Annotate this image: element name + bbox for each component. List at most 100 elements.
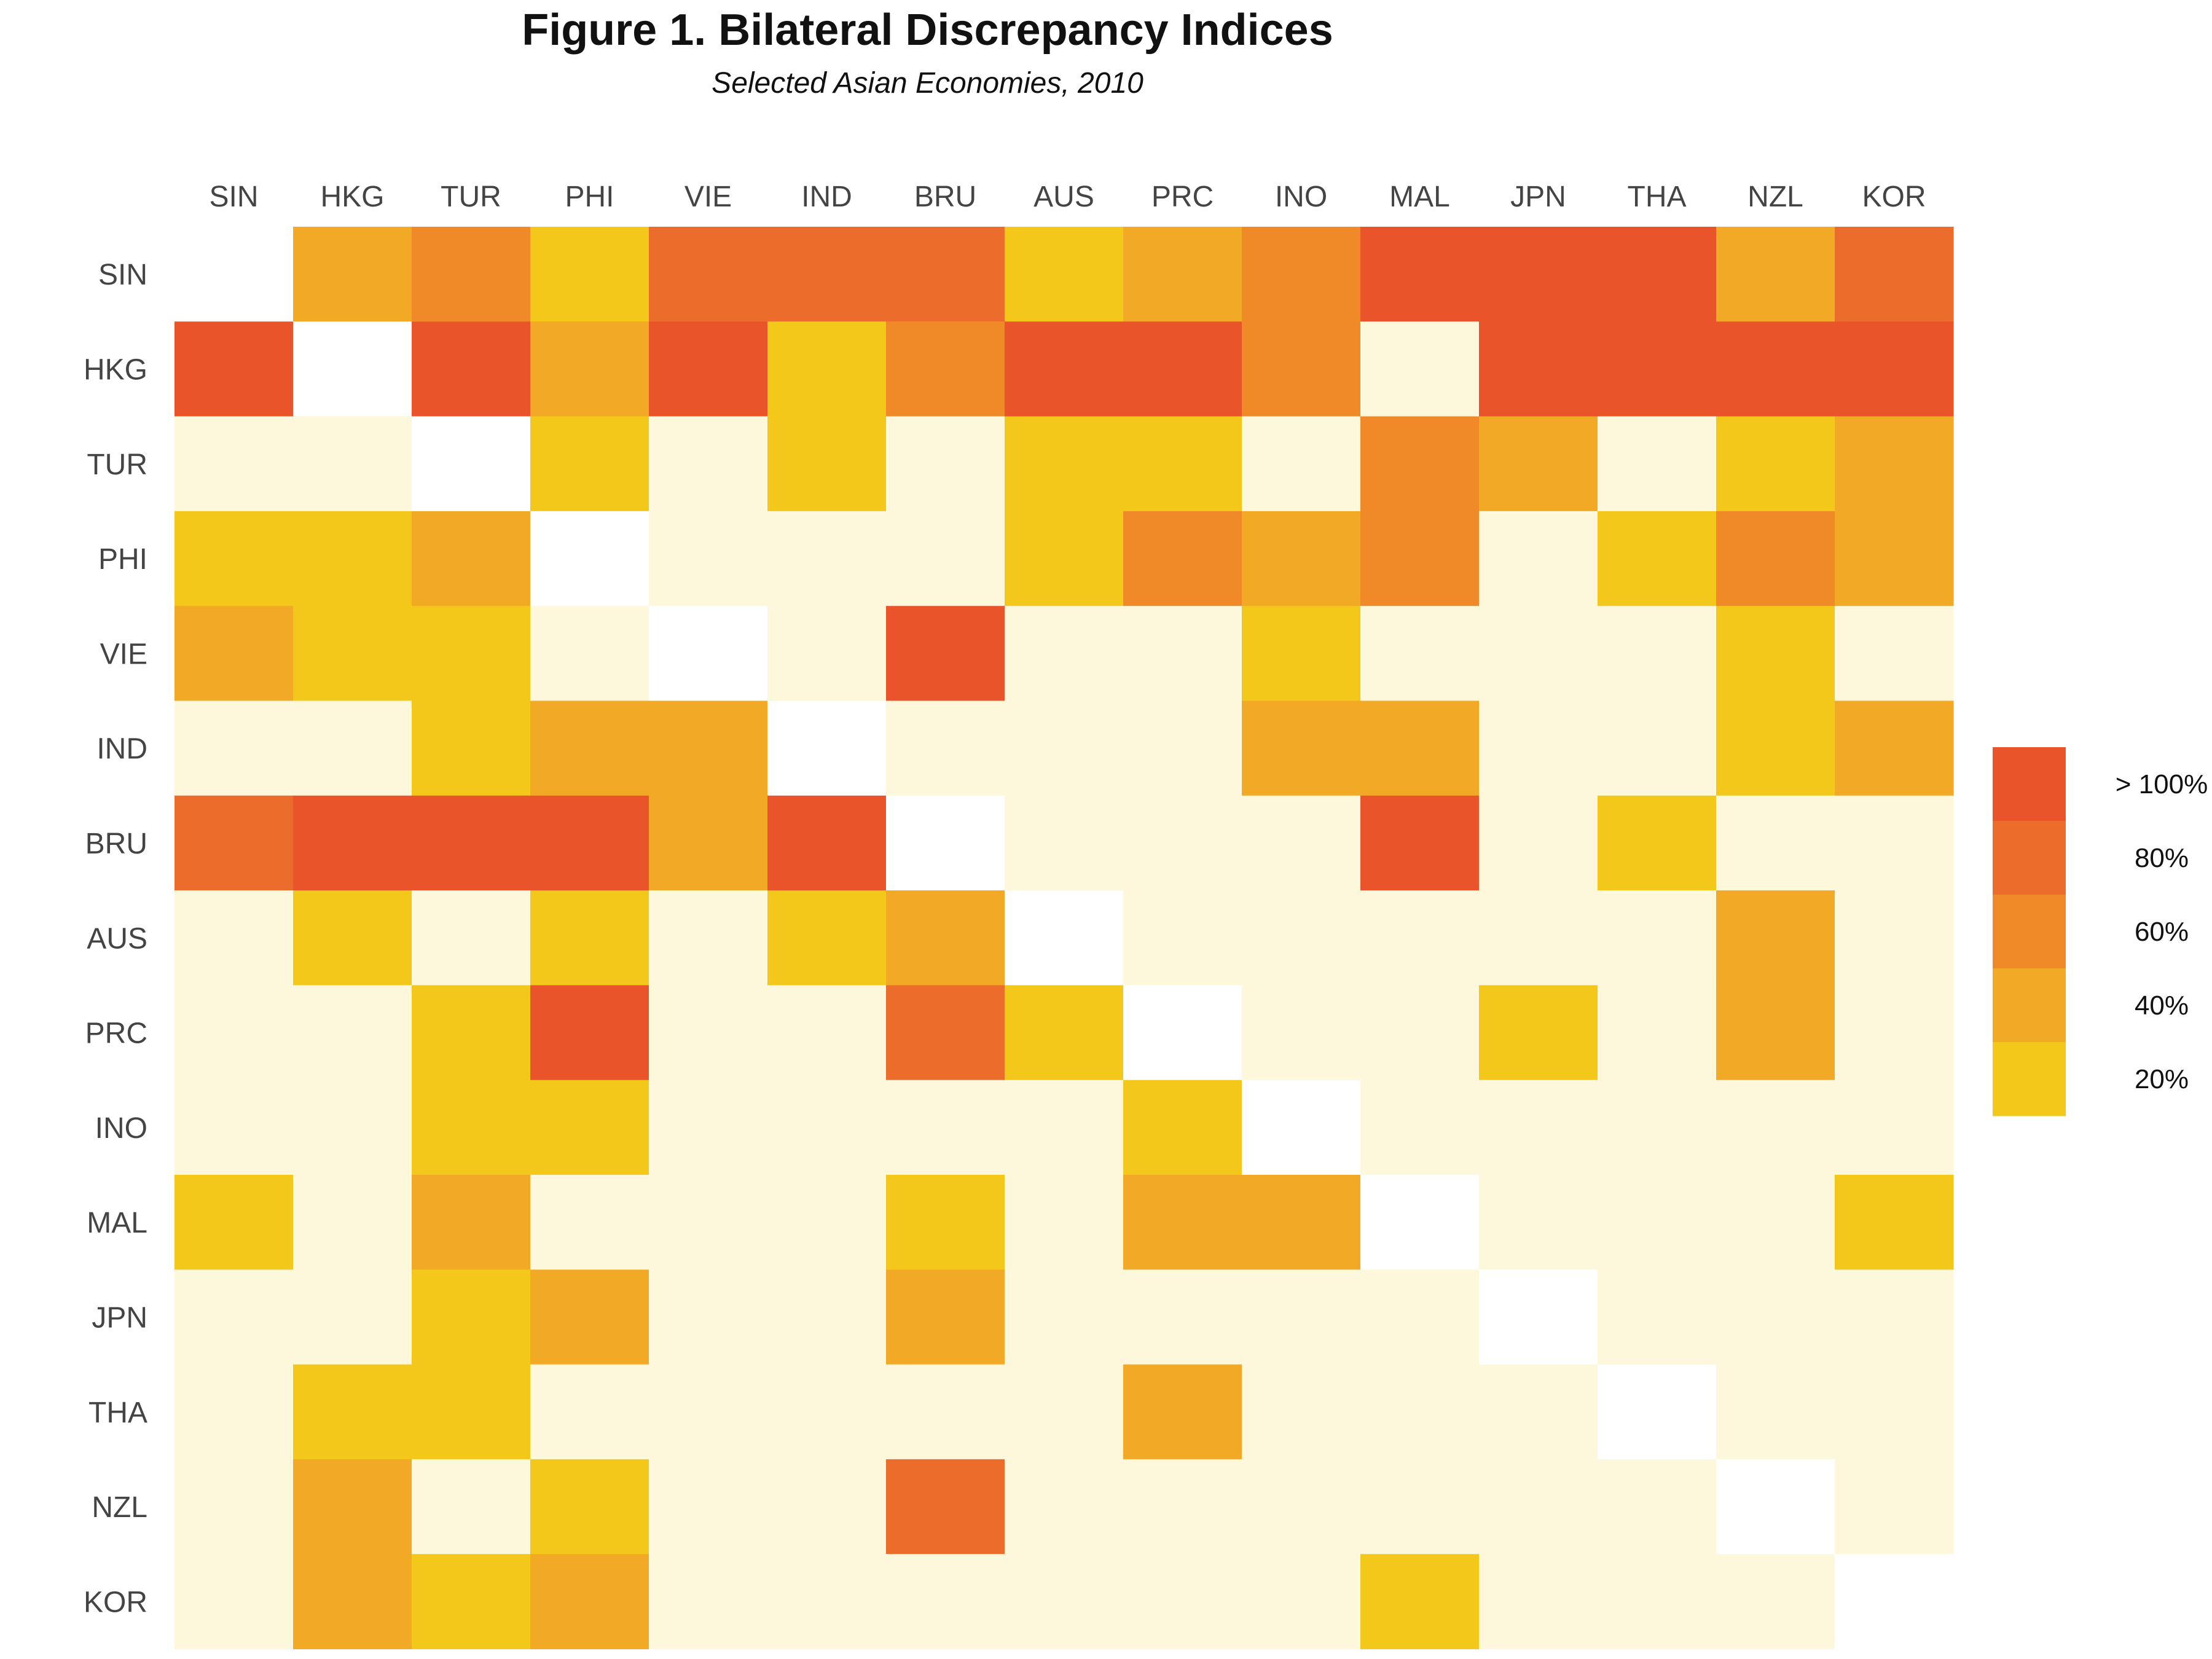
heatmap-cell-phi-prc bbox=[1123, 511, 1242, 606]
heatmap-cell-sin-vie bbox=[649, 227, 768, 322]
y-tick-label-prc: PRC bbox=[85, 1018, 147, 1050]
heatmap-cell-mal-ino bbox=[1242, 1175, 1361, 1270]
x-tick-label-ind: IND bbox=[801, 181, 852, 213]
heatmap-cell-vie-jpn bbox=[1479, 606, 1598, 701]
heatmap-cell-ind-ind bbox=[767, 701, 887, 796]
legend-label-3: 60% bbox=[2135, 917, 2189, 947]
y-tick-label-vie: VIE bbox=[100, 638, 147, 670]
heatmap-cell-tha-aus bbox=[1005, 1365, 1124, 1460]
heatmap-cell-phi-phi bbox=[530, 511, 649, 606]
y-tick-label-ino: INO bbox=[95, 1112, 147, 1145]
heatmap-cell-kor-kor bbox=[1835, 1554, 1954, 1649]
heatmap-cell-jpn-bru bbox=[886, 1269, 1005, 1365]
heatmap-cell-mal-tha bbox=[1598, 1175, 1717, 1270]
heatmap-cell-sin-bru bbox=[886, 227, 1005, 322]
heatmap-cell-ind-tha bbox=[1598, 701, 1717, 796]
heatmap-cell-nzl-tur bbox=[412, 1459, 531, 1555]
heatmap-cell-kor-tha bbox=[1598, 1554, 1717, 1649]
heatmap-cell-aus-hkg bbox=[293, 890, 412, 986]
heatmap-cell-tur-tha bbox=[1598, 417, 1717, 512]
x-tick-label-phi: PHI bbox=[565, 181, 614, 213]
heatmap-cell-tha-tur bbox=[412, 1365, 531, 1460]
legend-label-2: 80% bbox=[2135, 843, 2189, 873]
heatmap-cell-tha-kor bbox=[1835, 1365, 1954, 1460]
heatmap-cell-vie-hkg bbox=[293, 606, 412, 701]
x-tick-label-vie: VIE bbox=[684, 181, 732, 213]
heatmap-cell-prc-tur bbox=[412, 985, 531, 1080]
heatmap-cell-ino-kor bbox=[1835, 1080, 1954, 1175]
heatmap-cell-sin-mal bbox=[1360, 227, 1480, 322]
heatmap-cell-mal-nzl bbox=[1716, 1175, 1835, 1270]
heatmap-cell-ino-tur bbox=[412, 1080, 531, 1175]
heatmap-cell-jpn-aus bbox=[1005, 1269, 1124, 1365]
heatmap-cells bbox=[175, 227, 1954, 1649]
heatmap-cell-tha-ind bbox=[767, 1365, 887, 1460]
heatmap-cell-sin-ind bbox=[767, 227, 887, 322]
heatmap-cell-sin-phi bbox=[530, 227, 649, 322]
x-tick-label-tha: THA bbox=[1628, 181, 1687, 213]
heatmap-cell-bru-bru bbox=[886, 796, 1005, 891]
heatmap-cell-bru-vie bbox=[649, 796, 768, 891]
heatmap-cell-bru-ind bbox=[767, 796, 887, 891]
heatmap-cell-hkg-phi bbox=[530, 321, 649, 417]
heatmap-cell-prc-prc bbox=[1123, 985, 1242, 1080]
heatmap-cell-jpn-phi bbox=[530, 1269, 649, 1365]
heatmap-cell-prc-phi bbox=[530, 985, 649, 1080]
heatmap-cell-nzl-mal bbox=[1360, 1459, 1480, 1555]
heatmap-cell-phi-nzl bbox=[1716, 511, 1835, 606]
heatmap-cell-ino-nzl bbox=[1716, 1080, 1835, 1175]
legend-label-4: 40% bbox=[2135, 990, 2189, 1021]
heatmap-cell-prc-kor bbox=[1835, 985, 1954, 1080]
heatmap-cell-ino-prc bbox=[1123, 1080, 1242, 1175]
heatmap-cell-prc-ind bbox=[767, 985, 887, 1080]
x-tick-label-hkg: HKG bbox=[320, 181, 384, 213]
heatmap-cell-ind-tur bbox=[412, 701, 531, 796]
heatmap-cell-nzl-nzl bbox=[1716, 1459, 1835, 1555]
heatmap-cell-ino-sin bbox=[175, 1080, 294, 1175]
heatmap-cell-ind-ino bbox=[1242, 701, 1361, 796]
heatmap-cell-mal-kor bbox=[1835, 1175, 1954, 1270]
heatmap-cell-phi-bru bbox=[886, 511, 1005, 606]
heatmap-cell-hkg-bru bbox=[886, 321, 1005, 417]
heatmap-cell-tha-jpn bbox=[1479, 1365, 1598, 1460]
heatmap-cell-kor-bru bbox=[886, 1554, 1005, 1649]
heatmap-cell-prc-nzl bbox=[1716, 985, 1835, 1080]
heatmap-cell-aus-vie bbox=[649, 890, 768, 986]
heatmap-cell-tur-aus bbox=[1005, 417, 1124, 512]
heatmap-cell-hkg-aus bbox=[1005, 321, 1124, 417]
heatmap-cell-tur-bru bbox=[886, 417, 1005, 512]
heatmap-cell-vie-vie bbox=[649, 606, 768, 701]
heatmap-cell-tha-vie bbox=[649, 1365, 768, 1460]
heatmap-cell-aus-tha bbox=[1598, 890, 1717, 986]
heatmap-cell-nzl-jpn bbox=[1479, 1459, 1598, 1555]
heatmap-cell-ino-aus bbox=[1005, 1080, 1124, 1175]
heatmap-cell-bru-tha bbox=[1598, 796, 1717, 891]
heatmap-cell-vie-mal bbox=[1360, 606, 1480, 701]
heatmap-cell-vie-kor bbox=[1835, 606, 1954, 701]
color-legend: > 100% 80% 60% 40% 20% bbox=[1993, 747, 2208, 1116]
heatmap-cell-prc-hkg bbox=[293, 985, 412, 1080]
heatmap-cell-hkg-ino bbox=[1242, 321, 1361, 417]
heatmap-cell-tur-vie bbox=[649, 417, 768, 512]
heatmap-cell-mal-bru bbox=[886, 1175, 1005, 1270]
heatmap-cell-phi-vie bbox=[649, 511, 768, 606]
heatmap-cell-vie-nzl bbox=[1716, 606, 1835, 701]
heatmap-cell-ino-ino bbox=[1242, 1080, 1361, 1175]
x-tick-label-tur: TUR bbox=[441, 181, 501, 213]
heatmap-cell-bru-nzl bbox=[1716, 796, 1835, 891]
heatmap-cell-jpn-vie bbox=[649, 1269, 768, 1365]
heatmap-cell-nzl-tha bbox=[1598, 1459, 1717, 1555]
heatmap-cell-nzl-aus bbox=[1005, 1459, 1124, 1555]
heatmap-cell-nzl-hkg bbox=[293, 1459, 412, 1555]
heatmap-cell-aus-mal bbox=[1360, 890, 1480, 986]
heatmap-cell-tur-hkg bbox=[293, 417, 412, 512]
heatmap-cell-ino-tha bbox=[1598, 1080, 1717, 1175]
heatmap-cell-mal-aus bbox=[1005, 1175, 1124, 1270]
heatmap-cell-tha-tha bbox=[1598, 1365, 1717, 1460]
heatmap-cell-sin-tur bbox=[412, 227, 531, 322]
heatmap-cell-bru-hkg bbox=[293, 796, 412, 891]
heatmap-cell-sin-prc bbox=[1123, 227, 1242, 322]
heatmap-cell-mal-tur bbox=[412, 1175, 531, 1270]
legend-label-5: 20% bbox=[2135, 1064, 2189, 1094]
legend-label-1: > 100% bbox=[2116, 769, 2208, 799]
